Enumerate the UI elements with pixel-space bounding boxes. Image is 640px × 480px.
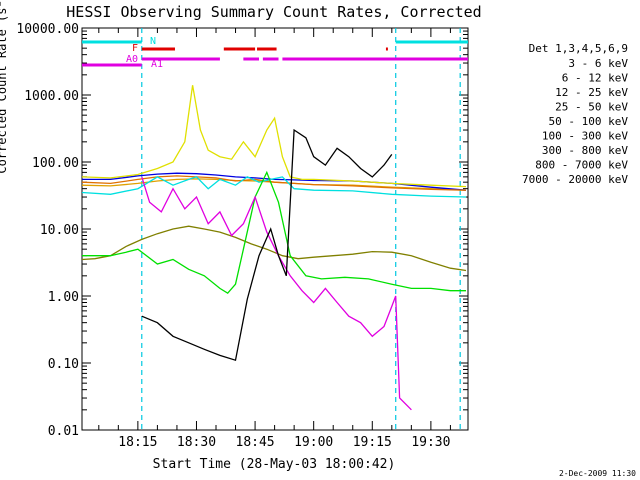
legend-entry-label: 6 - 12 keV bbox=[562, 72, 629, 85]
y-tick-label: 1000.00 bbox=[24, 89, 79, 104]
series-line-2 bbox=[82, 172, 466, 293]
legend-entry-label: 800 - 7000 keV bbox=[535, 159, 628, 172]
series-line-8 bbox=[82, 226, 466, 270]
x-tick-label: 18:45 bbox=[236, 435, 275, 450]
x-tick-label: 19:15 bbox=[353, 435, 392, 450]
y-tick-label: 10.00 bbox=[40, 223, 79, 238]
legend-entry-label: 25 - 50 keV bbox=[555, 101, 628, 114]
y-tick-label: 0.01 bbox=[48, 424, 79, 439]
legend-entry-label: 50 - 100 keV bbox=[549, 115, 629, 128]
footer-date: 2-Dec-2009 11:30 bbox=[559, 469, 636, 478]
y-tick-label: 1.00 bbox=[48, 290, 79, 305]
flag-label-f: F bbox=[132, 43, 138, 54]
legend: Det 1,3,4,5,6,9 3 - 6 keV 6 - 12 keV12 - … bbox=[522, 42, 628, 186]
legend-entry-label: 3 - 6 keV bbox=[568, 57, 628, 70]
series-line-4 bbox=[82, 85, 466, 186]
legend-title: Det 1,3,4,5,6,9 bbox=[529, 42, 628, 55]
legend-entry-label: 100 - 300 keV bbox=[542, 130, 628, 143]
x-axis-label: Start Time (28-May-03 18:00:42) bbox=[153, 457, 396, 472]
series-line-1 bbox=[142, 177, 412, 410]
series-line-0 bbox=[142, 130, 392, 360]
plot-frame bbox=[82, 28, 468, 430]
legend-entry-label: 12 - 25 keV bbox=[555, 86, 628, 99]
x-tick-label: 18:15 bbox=[118, 435, 157, 450]
x-tick-label: 18:30 bbox=[177, 435, 216, 450]
x-tick-label: 19:00 bbox=[294, 435, 333, 450]
y-tick-label: 0.10 bbox=[48, 357, 79, 372]
y-axis-label: Corrected Count Rate (s⁻¹ detector⁻¹) bbox=[0, 0, 9, 174]
legend-entry-label: 7000 - 20000 keV bbox=[522, 173, 628, 186]
y-tick-label: 10000.00 bbox=[16, 22, 79, 37]
x-tick-label: 19:30 bbox=[411, 435, 450, 450]
flag-label-n: N bbox=[150, 36, 156, 47]
legend-entry-label: 300 - 800 keV bbox=[542, 144, 628, 157]
y-tick-label: 100.00 bbox=[32, 156, 79, 171]
plot-area: 0.01 0.10 1.00 10.00 100.00 1000.00 10000.00 18… bbox=[16, 22, 468, 450]
flag-label-a0: A0 bbox=[126, 54, 138, 65]
flag-label-a1: A1 bbox=[151, 59, 163, 70]
chart-title: HESSI Observing Summary Count Rates, Cor… bbox=[66, 3, 481, 21]
